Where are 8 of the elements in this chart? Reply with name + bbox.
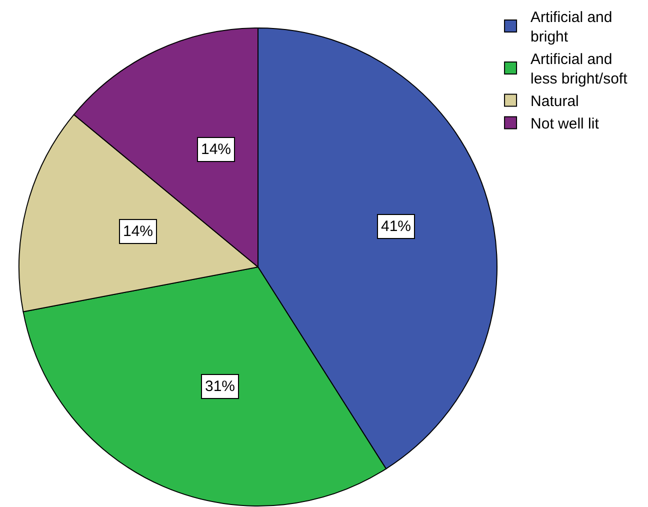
legend-label: Natural [530, 93, 579, 110]
data-label: 41% [381, 218, 412, 235]
legend-label: Artificial and less bright/soft [530, 51, 628, 88]
legend-label: Not well lit [530, 116, 600, 133]
data-label: 14% [123, 223, 154, 240]
legend-label: Artificial and bright [530, 9, 612, 46]
data-label: 14% [201, 141, 232, 158]
data-label: 31% [205, 378, 236, 395]
